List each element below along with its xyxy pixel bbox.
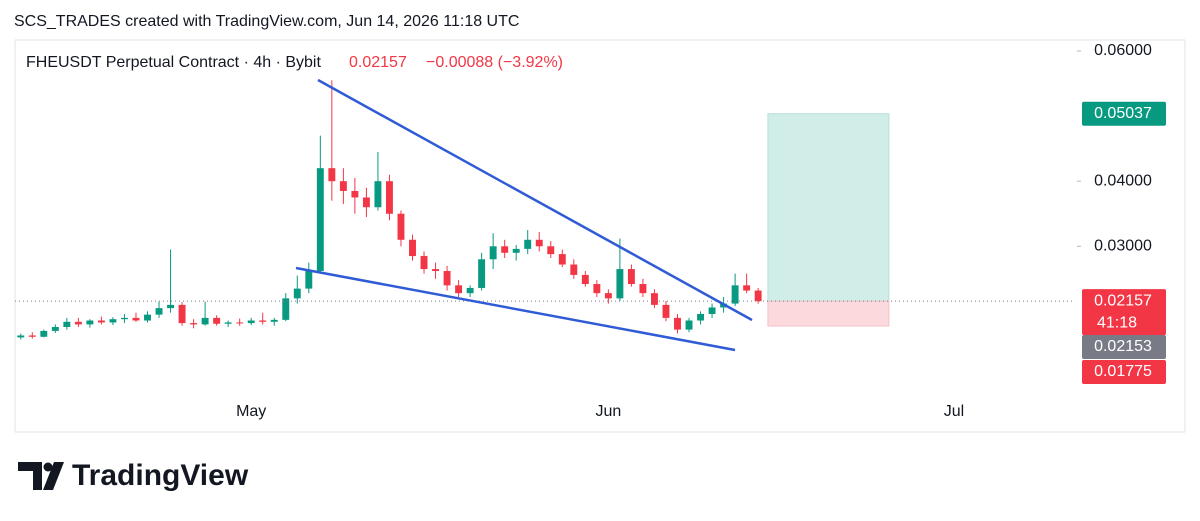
candle-body bbox=[432, 269, 439, 272]
candle-body bbox=[155, 308, 163, 315]
trendline-lower bbox=[295, 266, 736, 352]
symbol: FHEUSDT Perpetual Contract · 4h · Bybit bbox=[26, 54, 321, 71]
candle-body bbox=[190, 323, 198, 325]
brand: TradingView bbox=[72, 459, 249, 492]
candle-body bbox=[63, 321, 71, 328]
candle-body bbox=[213, 317, 221, 324]
candle-body bbox=[224, 322, 232, 324]
candle-body bbox=[109, 319, 117, 323]
candle-body bbox=[478, 259, 486, 288]
candle-body bbox=[570, 264, 578, 275]
target-zone bbox=[767, 113, 890, 302]
candle-body bbox=[282, 298, 290, 320]
candle-body bbox=[420, 256, 428, 270]
candle-body bbox=[547, 246, 555, 255]
candle-body bbox=[501, 246, 509, 253]
last-label-box bbox=[1082, 289, 1166, 336]
x-tick-label: Jul bbox=[944, 403, 964, 420]
bid-label-box bbox=[1082, 335, 1166, 359]
logo-mark bbox=[43, 462, 64, 490]
change: −0.00088 (−3.92%) bbox=[426, 54, 563, 71]
x-tick-label: May bbox=[236, 403, 266, 420]
candle-body bbox=[178, 304, 186, 324]
candle-body bbox=[351, 190, 359, 198]
y-tick-label: 0.03000 bbox=[1094, 238, 1152, 255]
candle-body bbox=[455, 285, 463, 294]
candle-body bbox=[386, 181, 393, 214]
candle-body bbox=[259, 320, 267, 322]
candle-body bbox=[616, 269, 624, 299]
plot bbox=[15, 80, 1075, 340]
candle-body bbox=[270, 319, 278, 322]
candle-body bbox=[754, 290, 762, 302]
last-price: 0.02157 bbox=[349, 54, 407, 71]
candle-body bbox=[167, 304, 174, 309]
candle-body bbox=[639, 284, 647, 294]
candle-body bbox=[144, 314, 151, 321]
candle-body bbox=[201, 317, 209, 325]
stop-zone bbox=[767, 300, 890, 327]
candle-body bbox=[293, 288, 301, 299]
candle-body bbox=[743, 285, 751, 291]
y-tick-label: 0.04000 bbox=[1094, 172, 1152, 189]
candle-body bbox=[51, 327, 59, 331]
candle-body bbox=[558, 254, 566, 265]
candle-body bbox=[328, 168, 336, 182]
target-label: 0.05037 bbox=[1094, 105, 1152, 122]
candle-body bbox=[247, 320, 255, 324]
countdown: 41:18 bbox=[1097, 314, 1137, 331]
candle-body bbox=[28, 335, 36, 337]
logo: TradingView bbox=[18, 459, 249, 492]
candle-body bbox=[316, 168, 324, 272]
bid-label: 0.02153 bbox=[1094, 338, 1152, 355]
candle-body bbox=[236, 322, 244, 324]
candle-body bbox=[685, 320, 693, 330]
last-label: 0.02157 bbox=[1094, 292, 1152, 309]
candle-body bbox=[362, 197, 370, 208]
candle-body bbox=[121, 317, 128, 320]
candle-body bbox=[731, 285, 739, 304]
candle-body bbox=[40, 330, 48, 337]
candle-body bbox=[593, 284, 601, 294]
candle-body bbox=[489, 246, 497, 260]
stop-label: 0.01775 bbox=[1094, 363, 1152, 380]
candle-body bbox=[86, 320, 94, 325]
logo-mark bbox=[43, 462, 53, 472]
candle-body bbox=[409, 239, 416, 257]
candle-body bbox=[581, 274, 589, 285]
candle-body bbox=[651, 293, 658, 305]
logo-mark bbox=[18, 462, 42, 490]
x-tick-label: Jun bbox=[595, 403, 621, 420]
candle-body bbox=[674, 317, 681, 330]
candle-body bbox=[397, 213, 405, 240]
candle-body bbox=[524, 239, 532, 249]
y-tick-label: 0.06000 bbox=[1094, 42, 1152, 59]
attribution: SCS_TRADES created with TradingView.com,… bbox=[14, 13, 519, 30]
stop-label-box bbox=[1082, 360, 1166, 384]
target-label-box bbox=[1082, 101, 1166, 126]
candle-body bbox=[466, 287, 474, 294]
candle-body bbox=[339, 181, 347, 191]
candle-body bbox=[305, 271, 313, 289]
candle-body bbox=[708, 307, 716, 314]
candle-body bbox=[374, 181, 382, 208]
candle-body bbox=[74, 321, 82, 325]
chart-frame bbox=[14, 39, 1186, 433]
candle-body bbox=[443, 271, 451, 286]
candle-body bbox=[512, 248, 520, 253]
candle-body bbox=[627, 269, 635, 285]
candle-body bbox=[535, 239, 543, 247]
candle-body bbox=[132, 317, 140, 321]
candle-body bbox=[697, 313, 704, 321]
trendline-upper bbox=[317, 78, 753, 322]
candle-body bbox=[662, 304, 670, 318]
candle-body bbox=[17, 335, 25, 338]
candle-body bbox=[97, 320, 105, 323]
candle-body bbox=[604, 293, 612, 299]
